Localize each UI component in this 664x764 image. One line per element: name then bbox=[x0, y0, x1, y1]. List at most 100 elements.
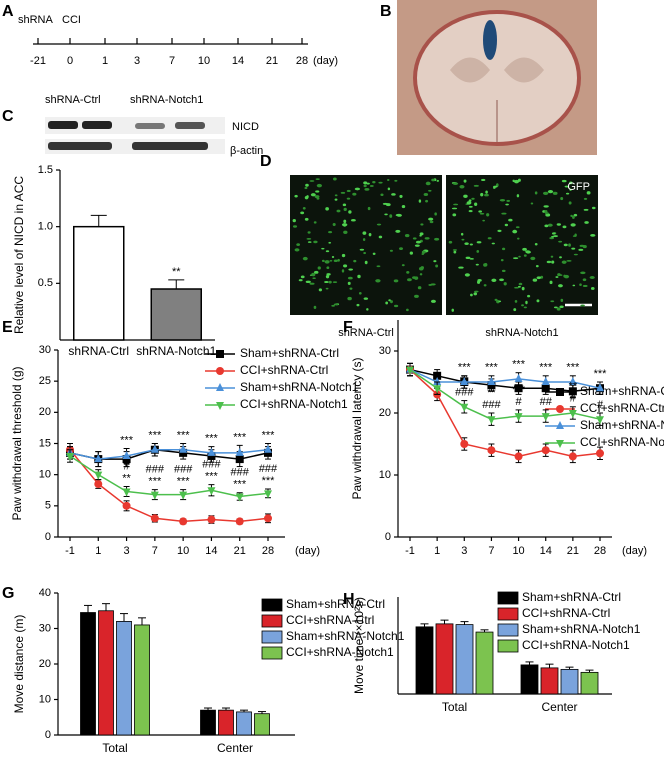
micro-tag: GFP bbox=[567, 181, 590, 193]
y-axis-label: Paw withdrawal threshold (g) bbox=[10, 366, 24, 520]
cell bbox=[543, 191, 549, 195]
cell bbox=[430, 283, 436, 286]
cell bbox=[540, 275, 544, 279]
series-line bbox=[409, 368, 601, 393]
cell bbox=[468, 210, 473, 213]
cell bbox=[521, 286, 525, 291]
data-point bbox=[514, 452, 523, 461]
cell bbox=[363, 251, 366, 255]
significance: *** bbox=[512, 359, 526, 371]
cell bbox=[452, 182, 459, 185]
cell bbox=[463, 179, 467, 183]
y-tick-label: 15 bbox=[39, 437, 51, 449]
cell bbox=[549, 236, 554, 240]
x-tick-label: 10 bbox=[512, 545, 524, 557]
cell bbox=[513, 257, 519, 260]
cell bbox=[430, 299, 436, 303]
cell bbox=[419, 273, 423, 276]
x-tick-label: 10 bbox=[177, 545, 189, 557]
cell bbox=[468, 205, 473, 208]
y-tick-label: 30 bbox=[39, 344, 51, 356]
significance: *** bbox=[148, 429, 162, 441]
cell bbox=[590, 233, 596, 237]
legend-swatch bbox=[497, 607, 519, 621]
cell bbox=[395, 213, 402, 217]
cell bbox=[347, 276, 353, 280]
cell bbox=[425, 181, 431, 186]
y-tick-label: 30 bbox=[39, 622, 51, 634]
data-point bbox=[596, 383, 604, 392]
cell bbox=[349, 287, 353, 290]
legend-marker bbox=[556, 405, 564, 413]
cell bbox=[362, 238, 366, 241]
x-axis-label: (day) bbox=[622, 545, 647, 557]
cell bbox=[552, 191, 558, 195]
cell bbox=[348, 210, 352, 214]
cell bbox=[364, 260, 368, 265]
cell bbox=[359, 248, 365, 251]
cell bbox=[353, 259, 357, 263]
bar bbox=[73, 225, 125, 341]
micro-caption: shRNA-Ctrl bbox=[338, 327, 394, 339]
data-point bbox=[541, 413, 550, 422]
cell bbox=[306, 237, 312, 240]
data-point bbox=[460, 403, 469, 412]
ventricle bbox=[450, 57, 544, 83]
cell bbox=[496, 299, 500, 304]
significance: ### bbox=[455, 387, 474, 399]
significance: *** bbox=[120, 434, 134, 446]
cell bbox=[343, 230, 348, 234]
legend-marker bbox=[216, 367, 224, 375]
x-tick-label: 14 bbox=[205, 545, 217, 557]
cell bbox=[343, 264, 348, 268]
cell bbox=[346, 197, 351, 200]
cell bbox=[506, 199, 511, 202]
cell bbox=[453, 203, 459, 206]
timeline-tick-label: 3 bbox=[134, 55, 140, 67]
data-point bbox=[94, 471, 103, 480]
cell bbox=[497, 229, 502, 233]
cell bbox=[544, 224, 549, 228]
cell bbox=[468, 199, 472, 202]
data-point bbox=[235, 447, 244, 456]
data-point bbox=[150, 514, 159, 523]
cell bbox=[331, 304, 336, 307]
series-line bbox=[69, 449, 269, 523]
cell bbox=[292, 219, 296, 223]
cell bbox=[483, 284, 487, 287]
blot-group: shRNA-Ctrl bbox=[45, 94, 101, 106]
cell bbox=[572, 284, 576, 287]
cell bbox=[473, 292, 478, 296]
y-axis-label: Relative level of NICD in ACC bbox=[12, 176, 26, 334]
cell bbox=[434, 212, 437, 216]
cell bbox=[347, 281, 351, 285]
cell bbox=[332, 281, 338, 284]
legend-label: CCI+shRNA-Notch1 bbox=[240, 397, 348, 411]
band bbox=[175, 122, 205, 129]
cell bbox=[573, 213, 578, 217]
cell bbox=[560, 298, 564, 302]
cell bbox=[553, 306, 558, 309]
data-point bbox=[122, 488, 131, 497]
cell bbox=[565, 192, 570, 195]
significance: *** bbox=[539, 362, 553, 374]
cell bbox=[375, 279, 381, 283]
x-tick-label: 21 bbox=[567, 545, 579, 557]
cell bbox=[469, 257, 474, 260]
cell bbox=[513, 308, 517, 312]
legend-label: CCI+shRNA-Notch1 bbox=[580, 435, 664, 449]
legend-label: CCI+shRNA-Ctrl bbox=[580, 401, 664, 415]
bar bbox=[236, 711, 252, 736]
cell bbox=[523, 306, 527, 309]
legend-marker bbox=[556, 440, 564, 448]
data-point bbox=[94, 454, 103, 463]
cell bbox=[389, 214, 393, 218]
legend-label: Sham+shRNA-Ctrl bbox=[240, 346, 339, 360]
cell bbox=[357, 274, 361, 279]
cell bbox=[474, 290, 479, 293]
cell bbox=[324, 280, 329, 283]
y-tick-label: 20 bbox=[39, 406, 51, 418]
cell bbox=[419, 232, 424, 236]
cell bbox=[571, 247, 576, 250]
cell bbox=[498, 300, 502, 303]
